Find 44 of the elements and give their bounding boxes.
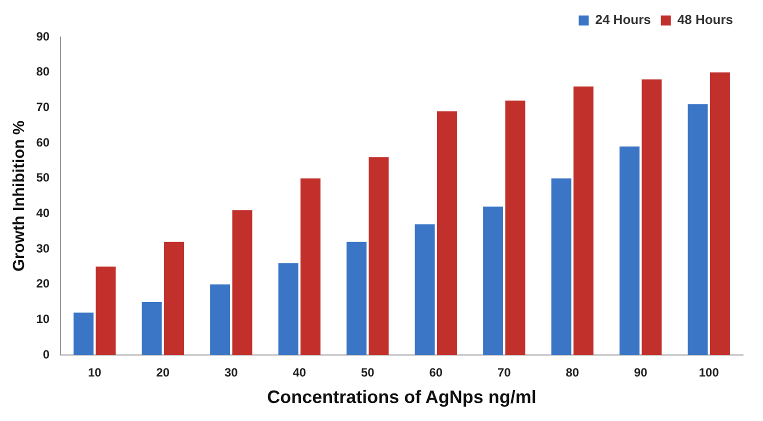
x-tick-label: 60 (429, 366, 443, 380)
x-tick-label: 70 (497, 366, 512, 380)
y-tick-label: 0 (42, 347, 50, 362)
bar (437, 111, 457, 355)
x-axis-title: Concentrations of AgNps ng/ml (267, 387, 536, 408)
bar (620, 146, 640, 355)
bar (346, 242, 367, 355)
bar (96, 266, 116, 355)
y-axis-title: Growth Inhibition % (11, 120, 28, 272)
y-tick-label: 60 (36, 135, 50, 150)
legend-label: 48 Hours (677, 12, 734, 28)
bar (278, 263, 298, 355)
x-tick-label: 20 (156, 366, 170, 380)
bar (164, 242, 184, 355)
bar (505, 100, 526, 355)
bar (642, 79, 662, 355)
y-tick-label: 40 (36, 206, 50, 220)
bar (232, 210, 252, 355)
bar (368, 157, 389, 355)
bar (688, 104, 708, 355)
bar (210, 284, 230, 355)
legend-label: 24 Hours (595, 12, 651, 28)
x-tick-label: 30 (224, 366, 238, 380)
x-tick-label: 40 (292, 366, 306, 380)
y-tick-label: 80 (36, 64, 50, 79)
bar (710, 72, 730, 355)
bar (300, 178, 320, 355)
x-tick-label: 90 (634, 366, 648, 380)
bar (573, 86, 594, 355)
y-tick-label: 50 (36, 170, 50, 185)
y-tick-label: 90 (36, 29, 50, 44)
y-tick-label: 70 (36, 100, 50, 114)
bar (551, 178, 572, 355)
bar (483, 206, 504, 355)
bar (74, 312, 94, 355)
x-tick-label: 50 (360, 366, 375, 380)
x-tick-label: 100 (698, 366, 720, 380)
y-tick-label: 10 (36, 312, 50, 326)
bar (142, 302, 162, 355)
y-tick-label: 20 (36, 276, 50, 291)
x-tick-label: 10 (88, 366, 102, 380)
y-tick-label: 30 (36, 241, 50, 256)
x-tick-label: 80 (566, 366, 580, 380)
bar (414, 224, 435, 355)
